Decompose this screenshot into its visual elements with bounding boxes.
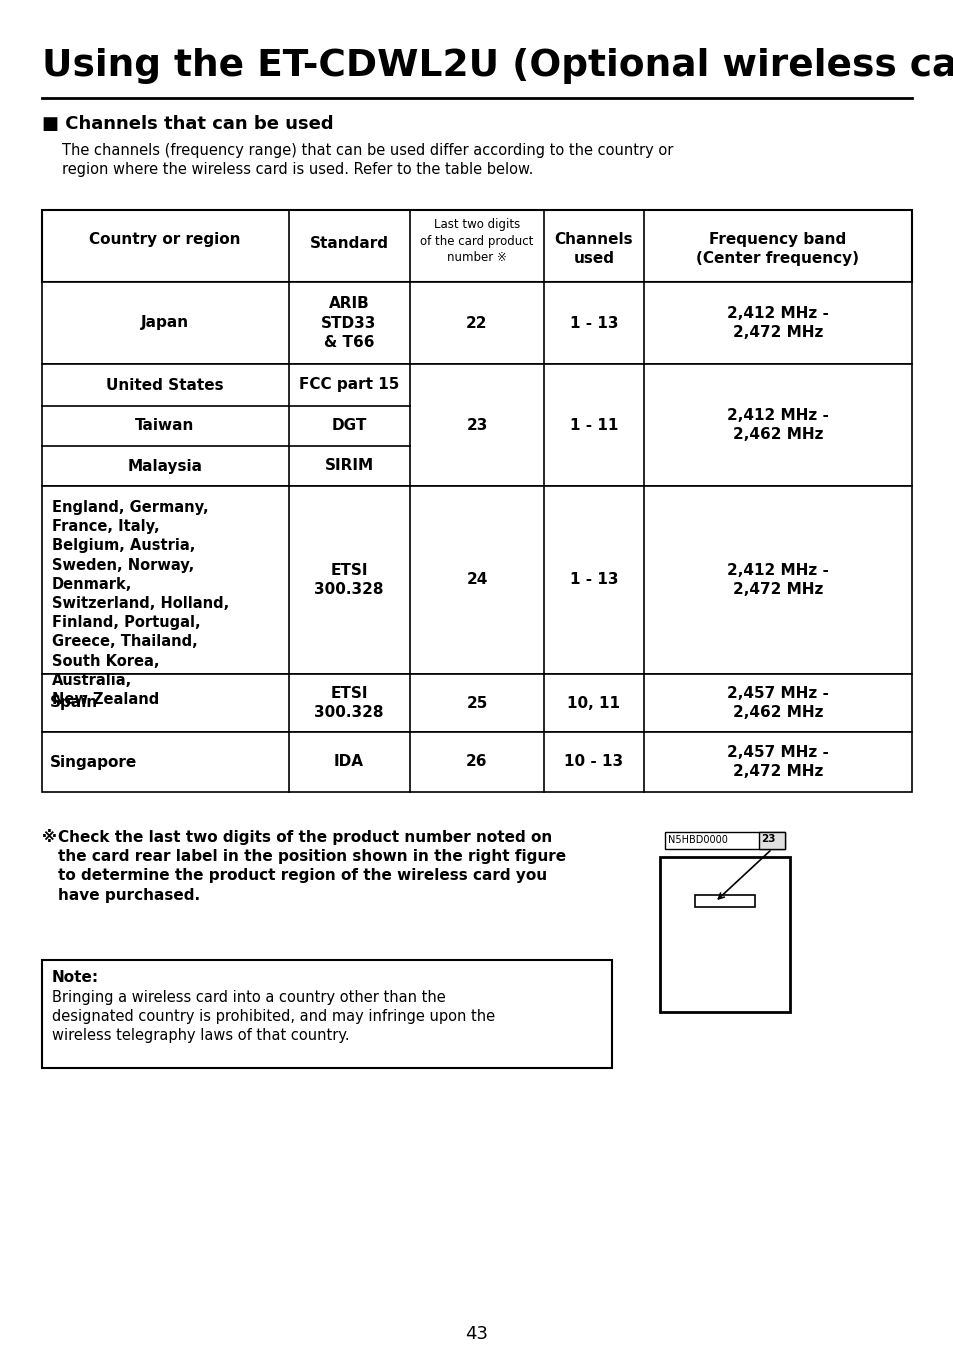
Text: 2,457 MHz -
2,462 MHz: 2,457 MHz - 2,462 MHz (726, 686, 828, 720)
Text: Spain: Spain (50, 695, 98, 710)
Text: 25: 25 (466, 695, 487, 710)
Text: 2,412 MHz -
2,472 MHz: 2,412 MHz - 2,472 MHz (726, 306, 828, 340)
Text: 10, 11: 10, 11 (567, 695, 619, 710)
Text: 26: 26 (466, 755, 487, 770)
Text: Japan: Japan (141, 316, 189, 331)
Text: ※: ※ (42, 831, 57, 846)
Text: Frequency band
(Center frequency): Frequency band (Center frequency) (696, 232, 859, 266)
Bar (42, 959, 612, 1068)
Text: 2,412 MHz -
2,472 MHz: 2,412 MHz - 2,472 MHz (726, 562, 828, 598)
Text: 24: 24 (466, 573, 487, 588)
Bar (42, 282, 911, 364)
Text: SIRIM: SIRIM (324, 458, 374, 473)
Text: Bringing a wireless card into a country other than the
designated country is pro: Bringing a wireless card into a country … (52, 991, 495, 1043)
Bar (42, 210, 911, 282)
Text: 2,412 MHz -
2,462 MHz: 2,412 MHz - 2,462 MHz (726, 408, 828, 442)
Text: ETSI
300.328: ETSI 300.328 (314, 686, 383, 720)
Bar (42, 673, 911, 732)
Text: ARIB
STD33
& T66: ARIB STD33 & T66 (321, 297, 376, 350)
Text: 22: 22 (466, 316, 487, 331)
Text: 1 - 11: 1 - 11 (569, 417, 618, 432)
Bar (695, 896, 754, 906)
Bar (42, 364, 911, 486)
Text: ETSI
300.328: ETSI 300.328 (314, 562, 383, 598)
Text: DGT: DGT (331, 419, 366, 434)
Text: 1 - 13: 1 - 13 (569, 316, 618, 331)
Text: Using the ET-CDWL2U (Optional wireless card): Using the ET-CDWL2U (Optional wireless c… (42, 47, 953, 84)
Text: N5HBD0000: N5HBD0000 (667, 835, 727, 846)
Text: 23: 23 (760, 833, 775, 844)
Text: 2,457 MHz -
2,472 MHz: 2,457 MHz - 2,472 MHz (726, 745, 828, 779)
Text: Standard: Standard (309, 236, 388, 251)
Bar (659, 856, 789, 1012)
Text: FCC part 15: FCC part 15 (298, 378, 398, 393)
Text: Note:: Note: (52, 970, 99, 985)
Text: United States: United States (106, 378, 224, 393)
Text: ■ Channels that can be used: ■ Channels that can be used (42, 115, 334, 133)
Bar (664, 832, 784, 850)
Bar (759, 832, 784, 850)
Text: England, Germany,
France, Italy,
Belgium, Austria,
Sweden, Norway,
Denmark,
Swit: England, Germany, France, Italy, Belgium… (52, 500, 229, 707)
Text: Taiwan: Taiwan (135, 419, 194, 434)
Text: Last two digits
of the card product
number ※: Last two digits of the card product numb… (420, 218, 533, 264)
Text: Channels
used: Channels used (554, 232, 633, 266)
Text: The channels (frequency range) that can be used differ according to the country : The channels (frequency range) that can … (62, 144, 673, 178)
Text: Malaysia: Malaysia (128, 458, 202, 473)
Text: 1 - 13: 1 - 13 (569, 573, 618, 588)
Text: Check the last two digits of the product number noted on
the card rear label in : Check the last two digits of the product… (58, 831, 565, 902)
Text: IDA: IDA (334, 755, 364, 770)
Bar (42, 486, 911, 673)
Text: 23: 23 (466, 417, 487, 432)
Text: Singapore: Singapore (50, 755, 137, 770)
Text: 43: 43 (465, 1325, 488, 1343)
Text: 10 - 13: 10 - 13 (564, 755, 623, 770)
Text: Country or region: Country or region (90, 232, 240, 247)
Bar (42, 732, 911, 793)
